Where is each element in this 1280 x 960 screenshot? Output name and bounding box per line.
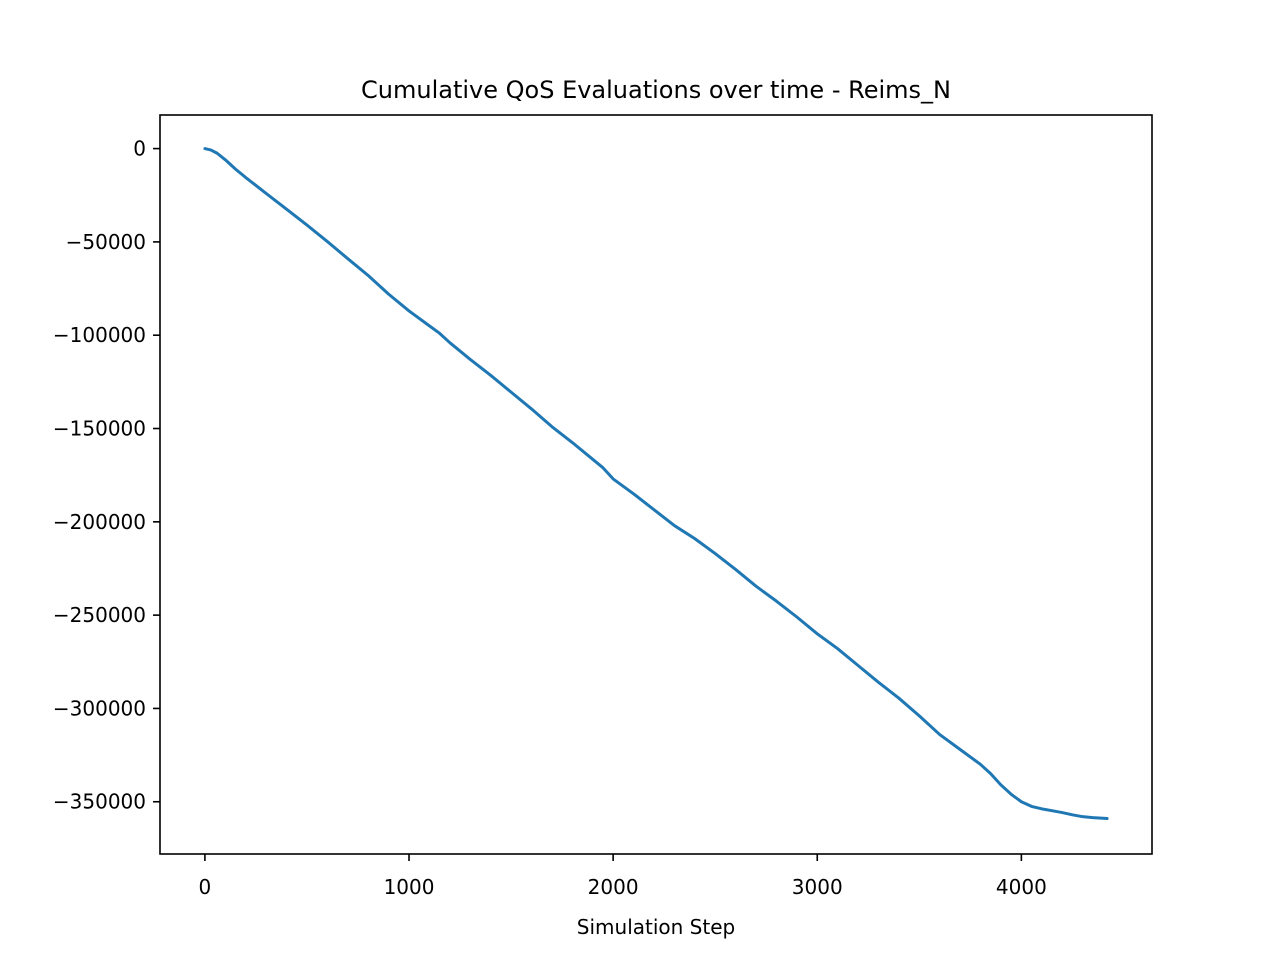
y-tick-label: −50000	[66, 230, 146, 254]
x-tick-label: 2000	[588, 875, 639, 899]
x-tick-label: 0	[199, 875, 212, 899]
x-tick-label: 4000	[996, 875, 1047, 899]
series-line-0	[203, 147, 1109, 821]
y-tick-label: −100000	[53, 323, 146, 347]
y-tick-label: −150000	[53, 417, 146, 441]
y-tick-label: −300000	[53, 696, 146, 720]
x-axis-ticks: 0 1000 2000 3000 4000	[199, 854, 1047, 899]
chart-title: Cumulative QoS Evaluations over time - R…	[361, 76, 951, 104]
x-axis-label: Simulation Step	[577, 915, 735, 939]
x-tick-label: 1000	[384, 875, 435, 899]
y-tick-label: 0	[133, 137, 146, 161]
y-tick-label: −350000	[53, 790, 146, 814]
y-tick-label: −200000	[53, 510, 146, 534]
y-tick-label: −250000	[53, 603, 146, 627]
y-axis-ticks: 0 −50000 −100000 −150000 −200000 −250000 −3000…	[53, 137, 160, 814]
x-tick-label: 3000	[792, 875, 843, 899]
plot-frame	[159, 114, 1153, 855]
plot-area	[203, 147, 1109, 821]
